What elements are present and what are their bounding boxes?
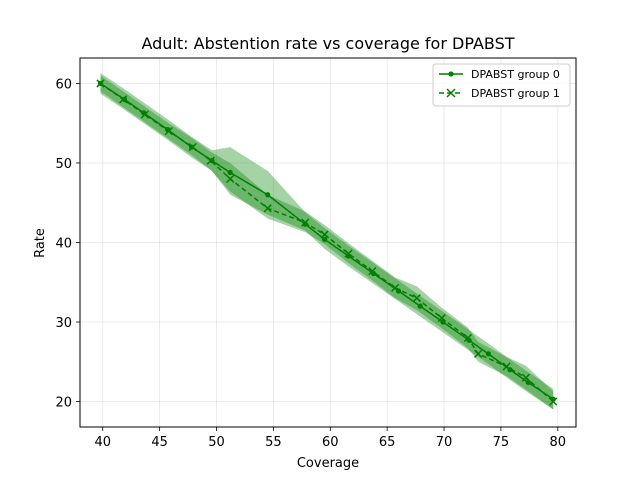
x-tick-label: 45	[151, 435, 168, 450]
x-tick-label: 80	[550, 435, 567, 450]
x-tick-label: 70	[436, 435, 453, 450]
data-point-group-1	[206, 156, 215, 165]
data-point-group-0	[265, 192, 271, 198]
legend-marker-group-0	[448, 71, 454, 77]
data-point-group-1	[412, 294, 421, 303]
data-point-group-1	[390, 283, 400, 292]
legend-box	[432, 63, 571, 107]
data-point-group-1	[368, 266, 377, 276]
data-point-group-1	[301, 218, 310, 227]
data-point-group-0	[227, 169, 233, 176]
y-tick-label: 30	[55, 316, 72, 331]
x-tick-label: 55	[265, 435, 282, 450]
data-point-group-1	[521, 373, 531, 382]
y-tick-label: 40	[55, 237, 72, 252]
data-point-group-0	[209, 157, 215, 164]
data-point-group-0	[188, 144, 195, 150]
data-point-group-1	[502, 362, 511, 371]
x-tick-label: 60	[322, 435, 339, 450]
y-tick-label: 20	[55, 396, 72, 411]
legend-marker-group-1	[446, 88, 456, 98]
y-tick-label: 60	[55, 77, 72, 92]
grid	[80, 58, 576, 427]
data-point-group-1	[320, 230, 329, 239]
data-point-group-1	[463, 333, 473, 343]
data-point-group-0	[121, 96, 127, 102]
data-point-group-1	[119, 95, 128, 104]
data-point-group-1	[263, 204, 272, 213]
legend: DPABST group 0 DPABST group 1	[432, 63, 571, 107]
y-tick-label: 50	[55, 157, 72, 172]
data-point-group-1	[164, 127, 173, 136]
y-axis-label: Rate	[33, 228, 48, 258]
chart-title: Adult: Abstention rate vs coverage for D…	[141, 34, 514, 53]
y-axis-ticks: 20 30 40 50 60	[55, 77, 80, 411]
x-tick-label: 40	[94, 435, 111, 450]
legend-label-group-0: DPABST group 0	[471, 68, 560, 81]
series-line-group-0	[100, 82, 554, 400]
data-point-group-1	[140, 110, 149, 119]
x-axis-label: Coverage	[297, 456, 359, 471]
data-point-group-1	[188, 142, 197, 152]
x-tick-label: 65	[379, 435, 396, 450]
series-markers	[96, 79, 558, 406]
data-point-group-0	[321, 236, 328, 242]
legend-label-group-1: DPABST group 1	[471, 87, 560, 100]
x-tick-label: 50	[208, 435, 225, 450]
data-point-group-1	[96, 79, 105, 88]
x-tick-label: 75	[493, 435, 510, 450]
data-point-group-0	[485, 351, 492, 357]
data-point-group-1	[437, 313, 446, 323]
data-point-group-1	[226, 174, 235, 184]
data-point-group-0	[417, 303, 423, 309]
data-point-group-1	[474, 349, 483, 358]
data-point-group-1	[549, 397, 558, 406]
x-axis-ticks: 40 45 50 55 60 65 70 75 80	[94, 427, 566, 450]
data-point-group-1	[344, 249, 353, 258]
